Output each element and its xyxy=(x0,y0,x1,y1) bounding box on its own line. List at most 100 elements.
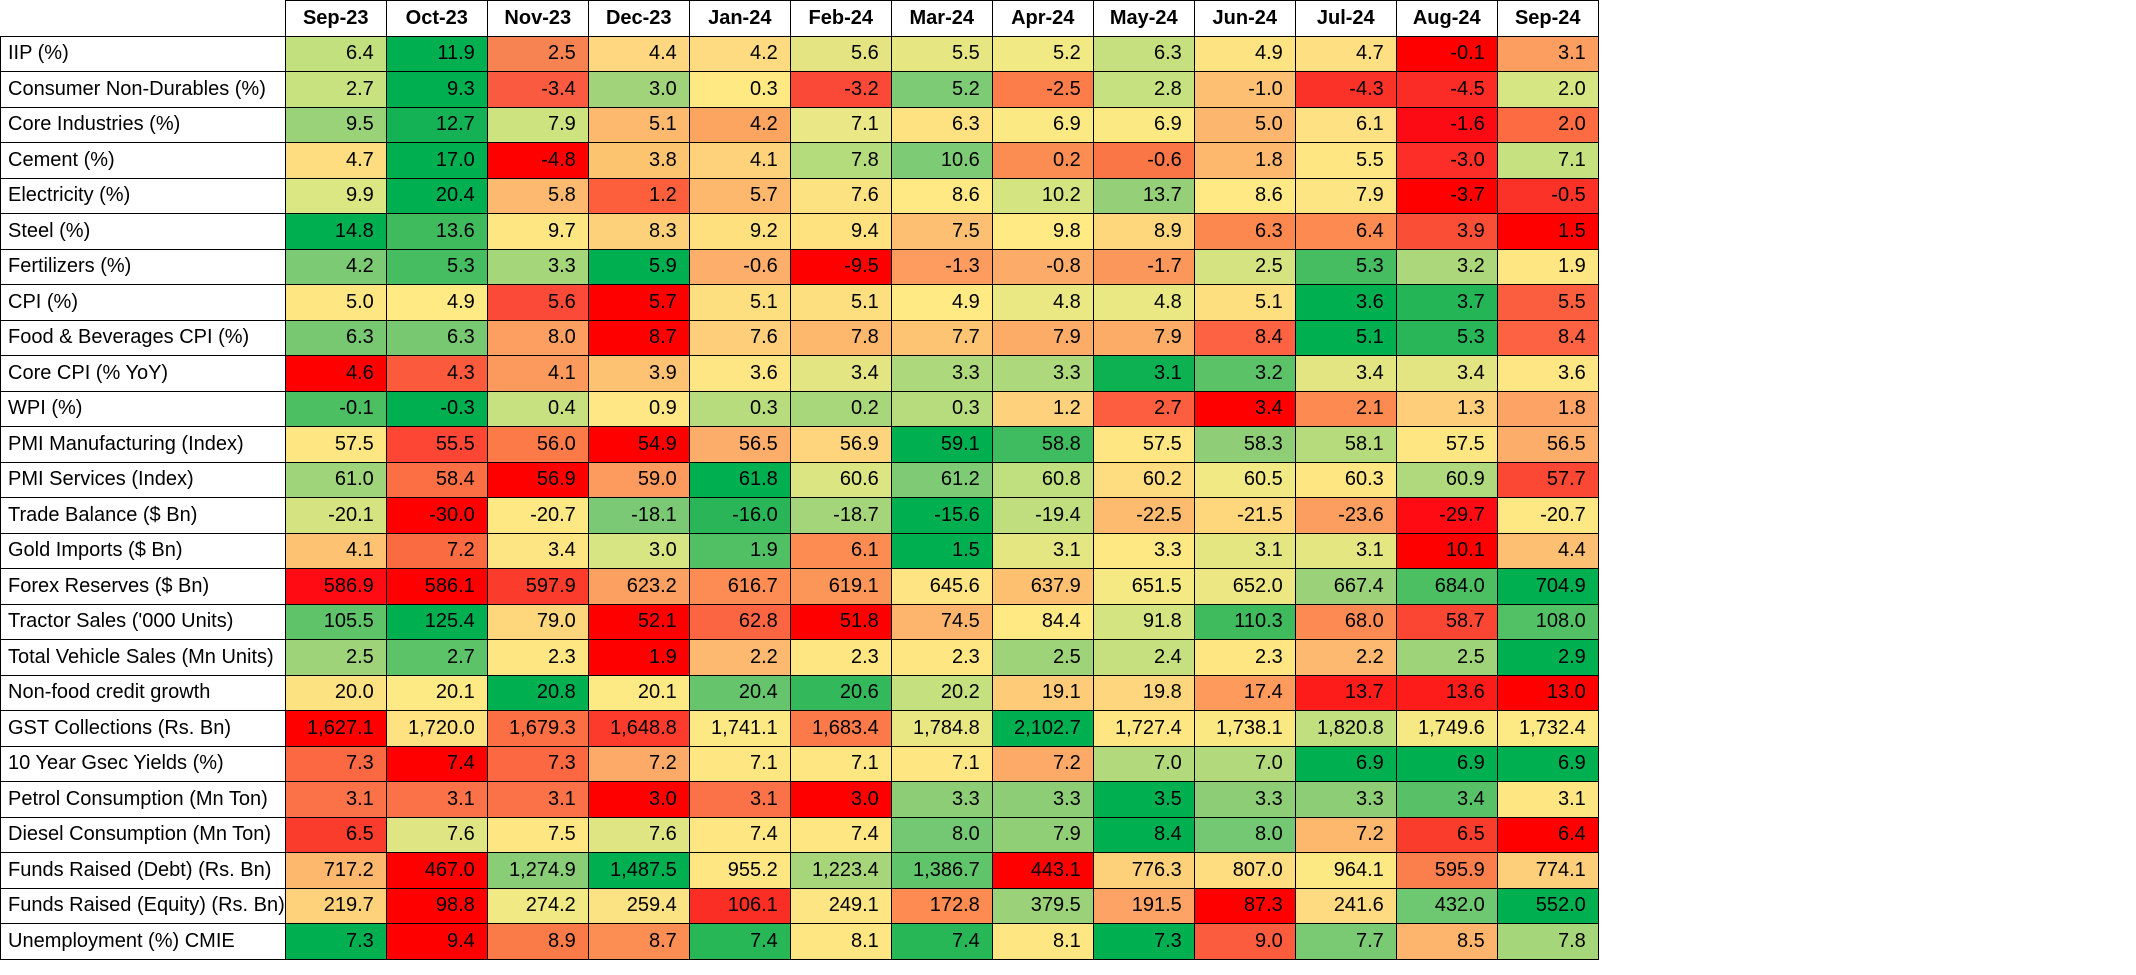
heatmap-cell: 57.5 xyxy=(284,426,387,463)
table-row: Unemployment (%) CMIE 7.3 9.4 8.9 8.7 7.4 8.1 7… xyxy=(0,923,1599,960)
heatmap-cell: 7.2 xyxy=(587,745,690,782)
heatmap-cell: 2.4 xyxy=(1092,639,1195,676)
heatmap-cell: 5.5 xyxy=(1294,142,1397,179)
heatmap-cell: 8.1 xyxy=(789,923,892,960)
column-header: Mar-24 xyxy=(890,0,993,37)
heatmap-cell: 6.3 xyxy=(385,319,488,356)
row-label: Trade Balance ($ Bn) xyxy=(0,497,286,534)
heatmap-cell: 1,820.8 xyxy=(1294,710,1397,747)
heatmap-cell: 3.3 xyxy=(486,248,589,285)
heatmap-cell: 1,648.8 xyxy=(587,710,690,747)
heatmap-cell: 58.3 xyxy=(1193,426,1296,463)
heatmap-cell: 807.0 xyxy=(1193,852,1296,889)
column-header: Jul-24 xyxy=(1294,0,1397,37)
heatmap-cell: 1.9 xyxy=(688,532,791,569)
heatmap-cell: 20.0 xyxy=(284,674,387,711)
heatmap-cell: -0.5 xyxy=(1496,177,1599,214)
heatmap-cell: 774.1 xyxy=(1496,852,1599,889)
heatmap-cell: 586.9 xyxy=(284,568,387,605)
heatmap-cell: 6.5 xyxy=(1395,816,1498,853)
heatmap-cell: -2.5 xyxy=(991,71,1094,108)
heatmap-cell: -4.5 xyxy=(1395,71,1498,108)
row-label: Core CPI (% YoY) xyxy=(0,355,286,392)
heatmap-cell: 1,720.0 xyxy=(385,710,488,747)
row-label: Steel (%) xyxy=(0,213,286,250)
heatmap-cell: 58.4 xyxy=(385,461,488,498)
heatmap-cell: 704.9 xyxy=(1496,568,1599,605)
heatmap-cell: 57.5 xyxy=(1395,426,1498,463)
table-row: Gold Imports ($ Bn) 4.1 7.2 3.4 3.0 1.9 6.1 1.5… xyxy=(0,532,1599,569)
heatmap-cell: 6.1 xyxy=(789,532,892,569)
row-label: Total Vehicle Sales (Mn Units) xyxy=(0,639,286,676)
heatmap-cell: 1,274.9 xyxy=(486,852,589,889)
heatmap-cell: 8.0 xyxy=(486,319,589,356)
heatmap-cell: 3.0 xyxy=(587,781,690,818)
heatmap-cell: 241.6 xyxy=(1294,887,1397,924)
heatmap-cell: 4.2 xyxy=(688,106,791,143)
table-row: PMI Manufacturing (Index) 57.5 55.5 56.0 54.… xyxy=(0,426,1599,463)
column-header: Aug-24 xyxy=(1395,0,1498,37)
row-label: Funds Raised (Equity) (Rs. Bn) xyxy=(0,887,286,924)
heatmap-cell: 5.6 xyxy=(486,284,589,321)
heatmap-cell: -1.7 xyxy=(1092,248,1195,285)
row-label: PMI Manufacturing (Index) xyxy=(0,426,286,463)
row-label: Tractor Sales ('000 Units) xyxy=(0,603,286,640)
column-header: Oct-23 xyxy=(385,0,488,37)
heatmap-cell: 7.1 xyxy=(789,106,892,143)
heatmap-cell: 3.3 xyxy=(1193,781,1296,818)
heatmap-cell: 776.3 xyxy=(1092,852,1195,889)
heatmap-cell: 7.2 xyxy=(385,532,488,569)
heatmap-cell: 2.3 xyxy=(789,639,892,676)
heatmap-cell: 1,732.4 xyxy=(1496,710,1599,747)
heatmap-cell: 651.5 xyxy=(1092,568,1195,605)
heatmap-cell: 17.0 xyxy=(385,142,488,179)
heatmap-cell: 3.6 xyxy=(1496,355,1599,392)
heatmap-cell: 108.0 xyxy=(1496,603,1599,640)
row-label: GST Collections (Rs. Bn) xyxy=(0,710,286,747)
heatmap-cell: 0.4 xyxy=(486,390,589,427)
heatmap-cell: 1,487.5 xyxy=(587,852,690,889)
heatmap-cell: 3.7 xyxy=(1395,284,1498,321)
heatmap-cell: -20.7 xyxy=(486,497,589,534)
heatmap-cell: 110.3 xyxy=(1193,603,1296,640)
heatmap-cell: 2.5 xyxy=(486,35,589,72)
heatmap-cell: 1,749.6 xyxy=(1395,710,1498,747)
heatmap-cell: 2.3 xyxy=(486,639,589,676)
heatmap-cell: 1.9 xyxy=(587,639,690,676)
heatmap-cell: -18.7 xyxy=(789,497,892,534)
heatmap-cell: 3.3 xyxy=(890,781,993,818)
heatmap-body: IIP (%) 6.4 11.9 2.5 4.4 4.2 5.6 5.5 5.2 6.3 4.9 4.… xyxy=(0,35,1599,960)
heatmap-cell: 3.1 xyxy=(385,781,488,818)
heatmap-cell: 51.8 xyxy=(789,603,892,640)
heatmap-cell: 1,784.8 xyxy=(890,710,993,747)
heatmap-cell: 7.6 xyxy=(688,319,791,356)
heatmap-cell: 0.3 xyxy=(890,390,993,427)
table-row: Consumer Non-Durables (%) 2.7 9.3 -3.4 3.0 0.… xyxy=(0,71,1599,108)
heatmap-cell: 4.8 xyxy=(1092,284,1195,321)
heatmap-cell: 2.7 xyxy=(1092,390,1195,427)
heatmap-cell: 7.8 xyxy=(789,142,892,179)
heatmap-cell: 274.2 xyxy=(486,887,589,924)
heatmap-cell: 2.2 xyxy=(1294,639,1397,676)
heatmap-cell: 5.1 xyxy=(1294,319,1397,356)
heatmap-cell: 5.7 xyxy=(587,284,690,321)
table-row: Food & Beverages CPI (%) 6.3 6.3 8.0 8.7 7.6 7… xyxy=(0,319,1599,356)
heatmap-cell: 8.3 xyxy=(587,213,690,250)
column-header: Feb-24 xyxy=(789,0,892,37)
heatmap-cell: 17.4 xyxy=(1193,674,1296,711)
heatmap-cell: 60.8 xyxy=(991,461,1094,498)
heatmap-cell: 2.5 xyxy=(991,639,1094,676)
heatmap-cell: 259.4 xyxy=(587,887,690,924)
heatmap-cell: -1.0 xyxy=(1193,71,1296,108)
heatmap-cell: 1.3 xyxy=(1395,390,1498,427)
heatmap-cell: 8.0 xyxy=(1193,816,1296,853)
heatmap-cell: 3.4 xyxy=(1395,781,1498,818)
row-label: Non-food credit growth xyxy=(0,674,286,711)
heatmap-cell: 1.2 xyxy=(587,177,690,214)
heatmap-cell: 7.1 xyxy=(688,745,791,782)
heatmap-cell: 0.2 xyxy=(789,390,892,427)
heatmap-cell: 4.4 xyxy=(587,35,690,72)
table-row: Fertilizers (%) 4.2 5.3 3.3 5.9 -0.6 -9.5 -1.3-… xyxy=(0,248,1599,285)
heatmap-cell: -0.3 xyxy=(385,390,488,427)
heatmap-cell: -3.0 xyxy=(1395,142,1498,179)
